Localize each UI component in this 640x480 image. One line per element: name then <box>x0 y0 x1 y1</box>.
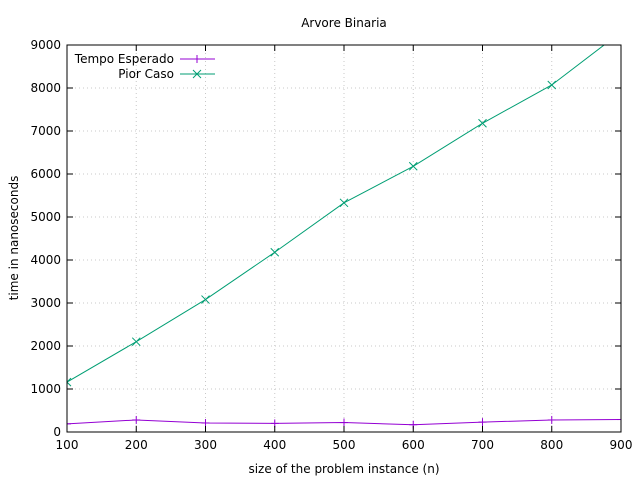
x-tick-label: 900 <box>610 438 633 452</box>
data-point-pior-caso <box>339 198 349 208</box>
y-tick-label: 5000 <box>30 210 61 224</box>
x-tick-label: 600 <box>402 438 425 452</box>
data-point-tempo-esperado <box>478 418 487 427</box>
data-point-pior-caso <box>617 28 625 36</box>
data-point-tempo-esperado <box>340 418 348 427</box>
data-point-tempo-esperado <box>617 415 621 424</box>
legend-marker-pior-caso <box>192 69 202 79</box>
y-tick-label: 3000 <box>30 296 61 310</box>
x-tick-label: 500 <box>333 438 356 452</box>
x-tick-label: 700 <box>471 438 494 452</box>
x-tick-label: 100 <box>56 438 79 452</box>
legend-label-tempo-esperado: Tempo Esperado <box>74 52 174 66</box>
data-point-pior-caso <box>270 247 280 257</box>
data-point-tempo-esperado <box>547 415 556 424</box>
x-tick-label: 400 <box>263 438 286 452</box>
data-point-tempo-esperado <box>67 419 71 428</box>
data-point-pior-caso <box>67 377 72 387</box>
y-tick-label: 2000 <box>30 339 61 353</box>
y-tick-label: 6000 <box>30 167 61 181</box>
data-point-pior-caso <box>201 295 210 304</box>
legend-label-pior-caso: Pior Caso <box>118 67 174 81</box>
y-axis-title: time in nanoseconds <box>7 176 21 301</box>
axis-ticks: 100 200 300 400 500 600 700 800 9000100020003000… <box>30 38 632 452</box>
data-point-tempo-esperado <box>201 418 210 427</box>
plot-area <box>67 28 625 429</box>
x-axis-title: size of the problem instance (n) <box>248 462 439 476</box>
x-tick-label: 300 <box>194 438 217 452</box>
y-tick-label: 0 <box>53 425 61 439</box>
y-tick-label: 4000 <box>30 253 61 267</box>
data-point-pior-caso <box>131 337 141 347</box>
data-point-pior-caso <box>547 80 557 90</box>
data-point-pior-caso <box>478 118 487 128</box>
data-point-pior-caso <box>408 161 418 171</box>
y-tick-label: 9000 <box>30 38 61 52</box>
grid-lines <box>67 45 621 432</box>
y-tick-label: 8000 <box>30 81 61 95</box>
x-tick-label: 200 <box>125 438 148 452</box>
y-tick-label: 7000 <box>30 124 61 138</box>
data-point-tempo-esperado <box>132 415 141 424</box>
x-tick-label: 800 <box>540 438 563 452</box>
legend-marker-tempo-esperado <box>193 55 201 63</box>
y-tick-label: 1000 <box>30 382 61 396</box>
chart-title: Arvore Binaria <box>301 16 387 30</box>
